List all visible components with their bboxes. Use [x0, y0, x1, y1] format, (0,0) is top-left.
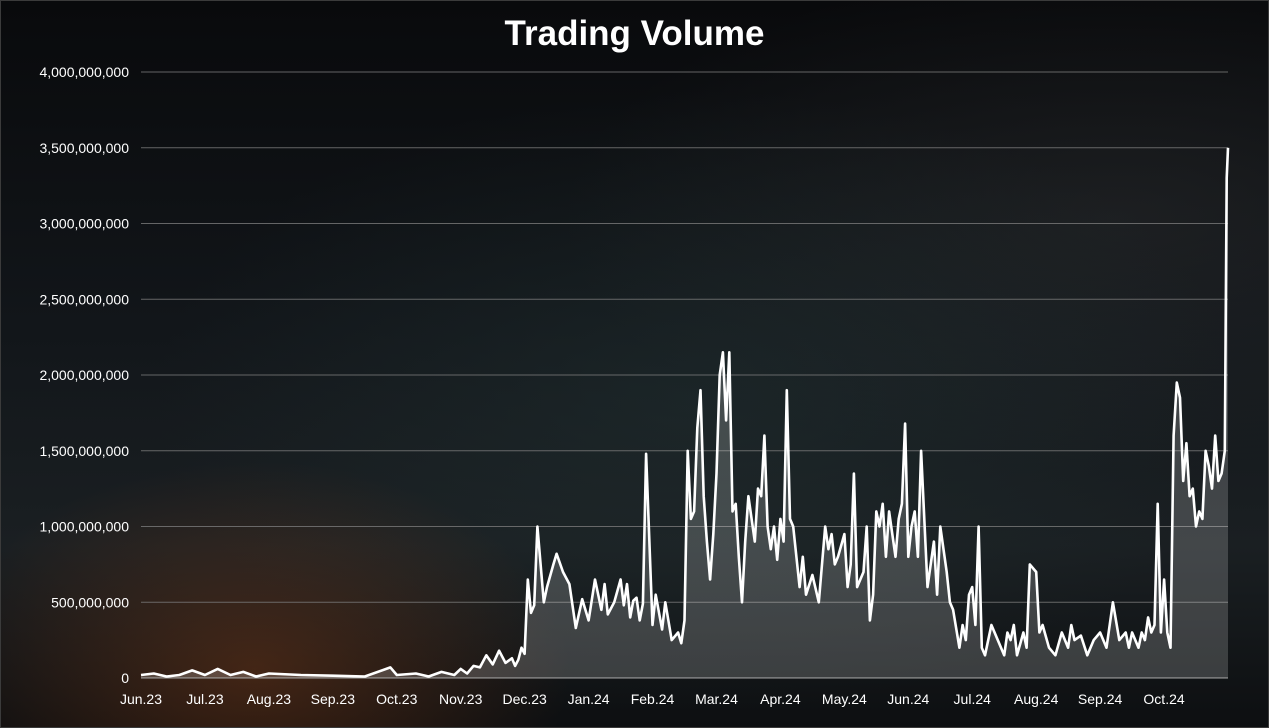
x-tick-label: May.24	[822, 691, 867, 707]
x-tick-label: Dec.23	[502, 691, 547, 707]
x-tick-label: Jan.24	[568, 691, 610, 707]
x-tick-label: Jun.23	[120, 691, 162, 707]
x-tick-label: Aug.24	[1014, 691, 1059, 707]
x-tick-label: Feb.24	[631, 691, 675, 707]
x-tick-label: Oct.23	[376, 691, 417, 707]
y-tick-label: 1,500,000,000	[39, 443, 129, 459]
y-tick-label: 2,500,000,000	[39, 291, 129, 307]
x-tick-label: Jul.24	[954, 691, 992, 707]
y-tick-label: 0	[121, 670, 129, 686]
x-tick-label: Oct.24	[1143, 691, 1184, 707]
y-tick-label: 3,000,000,000	[39, 216, 129, 232]
x-tick-label: Sep.23	[311, 691, 356, 707]
y-tick-label: 2,000,000,000	[39, 367, 129, 383]
x-tick-label: Jun.24	[887, 691, 929, 707]
series-line	[140, 147, 1230, 678]
y-tick-label: 1,000,000,000	[39, 519, 129, 535]
y-tick-label: 4,000,000,000	[39, 64, 129, 80]
y-tick-label: 3,500,000,000	[39, 140, 129, 156]
x-tick-label: Aug.23	[247, 691, 292, 707]
y-tick-label: 500,000,000	[51, 594, 129, 610]
x-tick-label: Sep.24	[1078, 691, 1123, 707]
x-tick-label: Mar.24	[695, 691, 738, 707]
x-tick-label: Nov.23	[439, 691, 483, 707]
chart-title: Trading Volume	[504, 14, 765, 53]
x-tick-label: Jul.23	[186, 691, 224, 707]
x-tick-label: Apr.24	[760, 691, 801, 707]
